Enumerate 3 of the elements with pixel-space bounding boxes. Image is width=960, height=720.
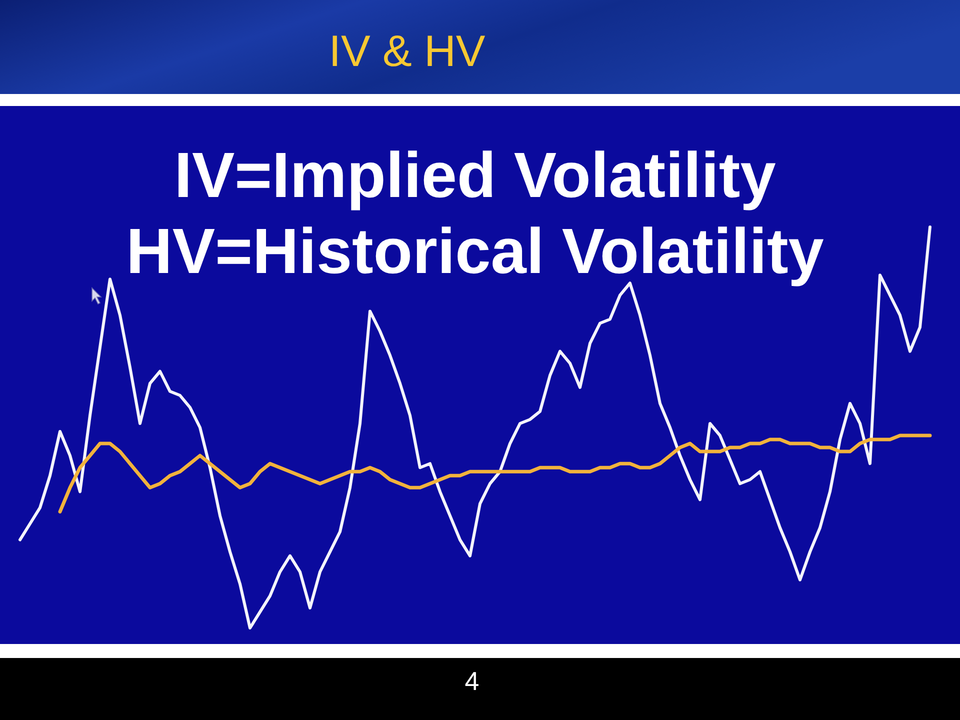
- chart-title: IV & HV: [328, 27, 486, 76]
- chart-subtitle: IV=Implied Volatility HV=Historical Volatility: [126, 139, 824, 287]
- text: 4: [464, 666, 480, 696]
